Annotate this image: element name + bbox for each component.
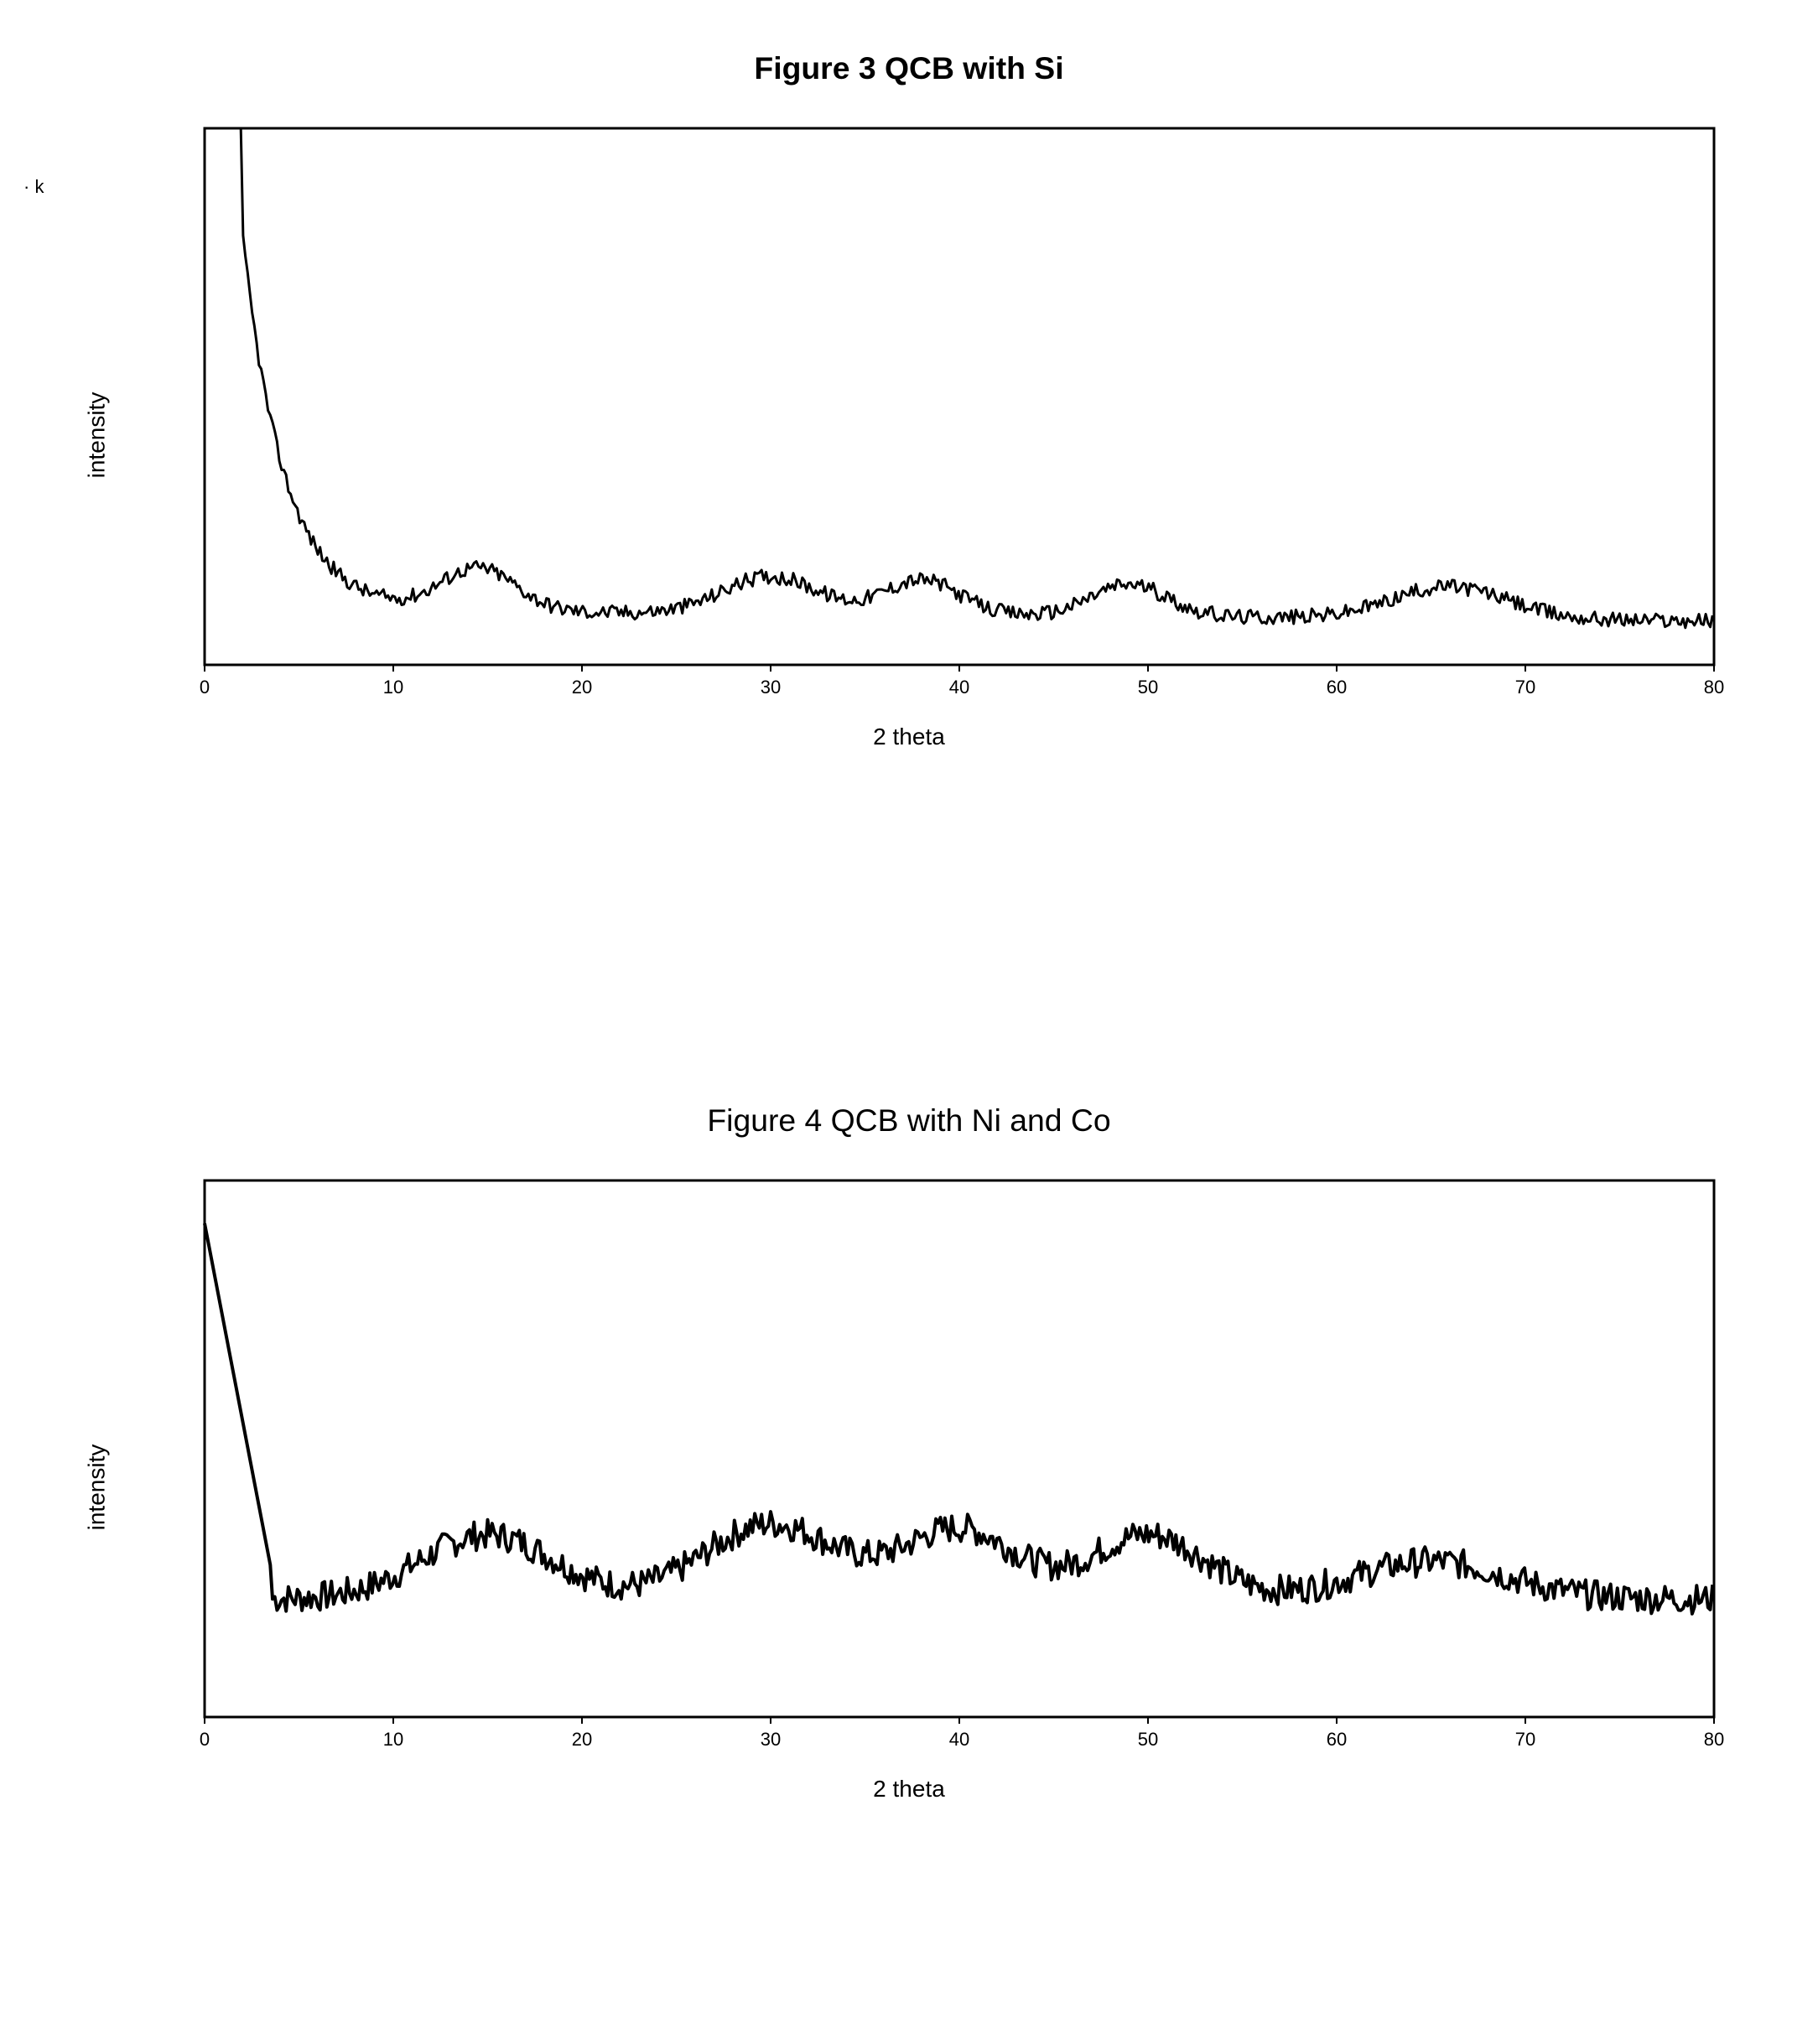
svg-text:30: 30 — [761, 1729, 781, 1750]
svg-text:80: 80 — [1704, 1729, 1724, 1750]
figure-3-chart: intensity 01020304050607080 2 theta — [87, 120, 1731, 750]
figure-4-xlabel: 2 theta — [87, 1776, 1731, 1803]
figure-4-title: Figure 4 QCB with Ni and Co — [87, 1102, 1731, 1139]
svg-text:50: 50 — [1138, 1729, 1158, 1750]
figure-4-svg: 0 10 20 30 40 50 60 70 80 — [87, 1172, 1748, 1767]
svg-text:20: 20 — [572, 677, 592, 698]
svg-text:60: 60 — [1327, 677, 1347, 698]
svg-text:0: 0 — [200, 677, 210, 698]
figure-3: Figure 3 QCB with Si intensity 010203040… — [87, 50, 1731, 750]
svg-text:10: 10 — [383, 1729, 403, 1750]
svg-text:60: 60 — [1327, 1729, 1347, 1750]
figure-4: Figure 4 QCB with Ni and Co intensity 01… — [87, 1102, 1731, 1803]
svg-text:50: 50 — [1138, 677, 1158, 698]
figure-3-ylabel: intensity — [83, 392, 110, 479]
svg-text:80: 80 — [1704, 677, 1724, 698]
topleft-mark: · k — [23, 176, 44, 198]
svg-text:40: 40 — [949, 1729, 969, 1750]
figure-3-title: Figure 3 QCB with Si — [87, 50, 1731, 86]
svg-text:0: 0 — [200, 1729, 210, 1750]
svg-text:70: 70 — [1515, 677, 1535, 698]
figure-3-xlabel: 2 theta — [87, 724, 1731, 750]
svg-text:10: 10 — [383, 677, 403, 698]
figure-4-ylabel: intensity — [83, 1445, 110, 1531]
svg-text:30: 30 — [761, 677, 781, 698]
figure-3-svg: 0 10 20 30 40 50 60 70 80 — [87, 120, 1748, 715]
svg-text:70: 70 — [1515, 1729, 1535, 1750]
svg-text:20: 20 — [572, 1729, 592, 1750]
page: · k Figure 3 QCB with Si intensity 0 10 20… — [0, 0, 1818, 2044]
figure-4-chart: intensity 01020304050607080 2 theta — [87, 1172, 1731, 1803]
svg-text:40: 40 — [949, 677, 969, 698]
